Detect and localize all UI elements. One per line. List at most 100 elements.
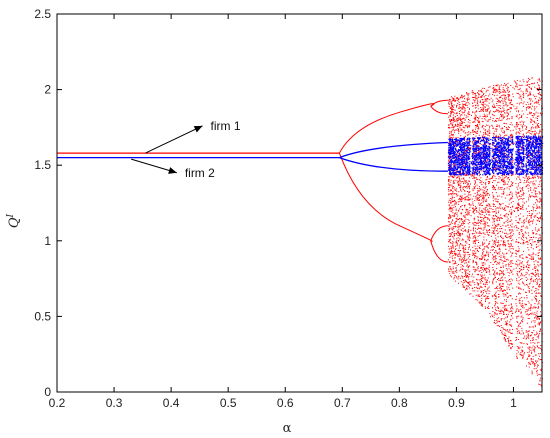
firm1-chaos-point [450, 261, 452, 263]
firm1-chaos-point [505, 264, 507, 266]
firm1-chaos-point [531, 144, 533, 146]
firm1-chaos-point [474, 114, 476, 116]
firm1-chaos-point [483, 270, 485, 272]
firm1-chaos-point [475, 237, 477, 239]
firm1-chaos-point [480, 107, 482, 108]
firm1-chaos-point [475, 124, 477, 126]
firm1-chaos-point [454, 222, 456, 224]
firm1-chaos-point [503, 84, 505, 86]
firm1-chaos-point [451, 269, 453, 271]
firm1-chaos-point [535, 244, 537, 246]
firm1-chaos-point [516, 131, 518, 133]
firm1-chaos-point [467, 212, 469, 214]
firm1-chaos-point [456, 238, 458, 240]
firm2-chaos-point [526, 158, 528, 160]
firm1-chaos-point [521, 194, 523, 196]
firm1-chaos-point [537, 245, 539, 247]
firm1-chaos-point [507, 240, 509, 242]
firm1-chaos-point [452, 133, 454, 135]
firm1-chaos-point [487, 105, 489, 107]
firm1-chaos-point [504, 232, 505, 234]
firm1-chaos-point [461, 223, 463, 224]
firm1-chaos-point [454, 253, 456, 255]
firm1-chaos-point [516, 106, 518, 108]
firm1-chaos-point [475, 173, 477, 175]
firm1-chaos-point [511, 252, 513, 254]
firm1-chaos-point [497, 188, 499, 190]
firm1-chaos-point [533, 326, 535, 328]
firm1-chaos-point [540, 349, 542, 351]
firm1-chaos-point [539, 258, 541, 260]
firm1-chaos-point [448, 193, 450, 195]
firm1-chaos-point [468, 234, 470, 236]
firm1-chaos-point [508, 99, 510, 101]
firm1-chaos-point [474, 268, 476, 270]
firm1-chaos-point [489, 302, 491, 304]
firm1-chaos-point [487, 124, 489, 126]
firm1-chaos-point [454, 120, 456, 122]
firm1-chaos-point [493, 231, 495, 232]
firm1-chaos-point [499, 228, 501, 230]
firm1-chaos-point [474, 180, 476, 182]
firm1-chaos-point [479, 115, 481, 117]
firm1-chaos-point [510, 186, 512, 188]
firm1-chaos-point [476, 152, 478, 154]
firm1-chaos-point [494, 229, 496, 231]
firm1-chaos-point [503, 190, 505, 192]
firm1-chaos-point [474, 252, 476, 254]
firm1-chaos-point [536, 366, 538, 368]
firm1-chaos-point [522, 235, 524, 236]
firm1-chaos-point [504, 101, 506, 103]
firm2-chaos-point [476, 142, 478, 144]
firm1-chaos-point [451, 185, 453, 187]
firm1-chaos-point [475, 262, 477, 264]
firm1-chaos-point [464, 95, 466, 97]
firm1-chaos-point [450, 201, 452, 203]
firm1-chaos-point [481, 126, 483, 128]
firm1-chaos-point [527, 187, 529, 189]
firm1-chaos-point [531, 351, 533, 353]
firm1-chaos-point [519, 326, 521, 327]
firm1-chaos-point [533, 368, 535, 370]
firm1-chaos-point [483, 186, 485, 188]
firm1-chaos-point [538, 191, 540, 193]
firm1-chaos-point [512, 160, 514, 162]
firm1-chaos-point [500, 116, 502, 118]
firm1-chaos-point [495, 291, 497, 293]
firm1-chaos-point [502, 87, 504, 89]
firm1-chaos-point [532, 208, 534, 210]
firm1-chaos-point [509, 272, 511, 274]
firm1-chaos-point [527, 286, 529, 288]
firm1-chaos-point [511, 240, 512, 242]
firm1-chaos-point [528, 314, 530, 315]
firm1-chaos-point [499, 101, 501, 103]
firm1-chaos-point [482, 125, 483, 127]
firm1-chaos-point [499, 219, 501, 221]
firm1-chaos-point [491, 249, 493, 251]
firm1-chaos-point [494, 121, 496, 123]
firm1-chaos-point [510, 324, 511, 326]
firm1-chaos-point [519, 208, 521, 209]
firm1-chaos-point [451, 207, 453, 209]
firm1-chaos-point [504, 323, 506, 325]
firm1-chaos-point [455, 137, 457, 139]
firm1-chaos-point [488, 266, 490, 268]
firm1-chaos-point [449, 227, 451, 229]
firm1-chaos-point [448, 270, 450, 272]
firm1-chaos-point [487, 290, 489, 292]
firm1-chaos-point [515, 299, 517, 301]
firm1-chaos-point [480, 131, 481, 133]
firm1-chaos-point [529, 362, 531, 364]
firm1-chaos-point [539, 88, 541, 90]
firm1-chaos-point [466, 92, 468, 94]
firm1-chaos-point [540, 203, 542, 205]
firm1-chaos-point [519, 87, 521, 89]
firm1-chaos-point [493, 211, 495, 213]
firm1-chaos-point [497, 182, 499, 184]
firm1-chaos-point [527, 77, 529, 79]
firm1-chaos-point [468, 203, 470, 204]
firm1-chaos-point [472, 251, 474, 253]
firm1-chaos-point [517, 169, 519, 171]
firm1-chaos-point [494, 270, 496, 272]
firm1-chaos-point [537, 364, 539, 366]
